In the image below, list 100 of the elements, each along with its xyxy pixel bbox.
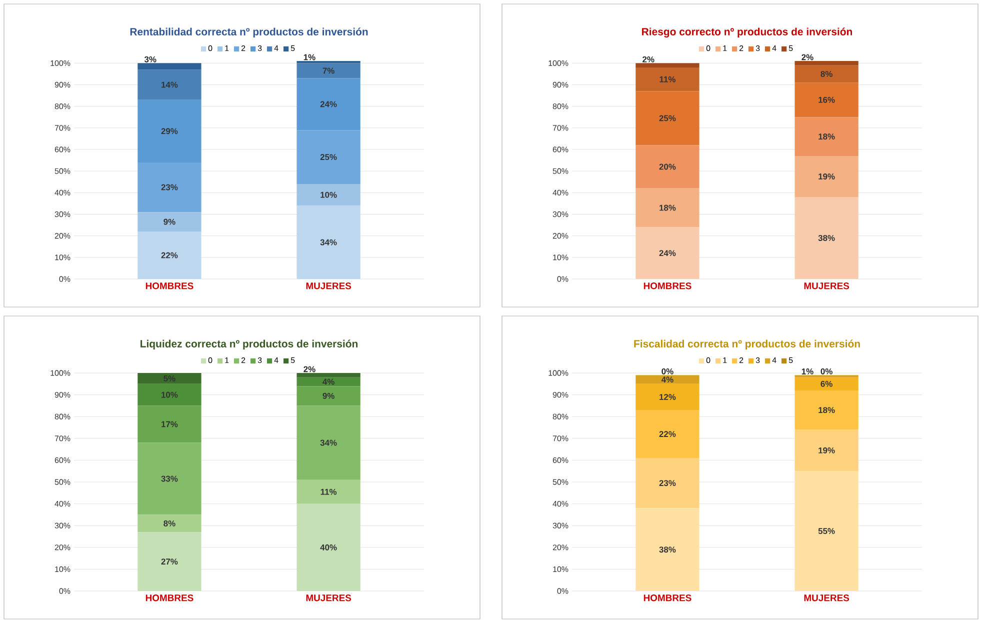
bar <box>636 188 700 228</box>
chart-title: Riesgo correcto nº productos de inversión <box>642 28 852 38</box>
data-label: 6% <box>820 380 832 387</box>
data-label: 24% <box>659 250 676 256</box>
x-tick-label: HOMBRES <box>146 594 194 602</box>
data-label: 8% <box>164 520 176 526</box>
x-tick-label: HOMBRES <box>644 282 692 290</box>
bar <box>138 532 202 591</box>
bar <box>296 206 360 279</box>
bar <box>296 377 360 386</box>
data-label: 4% <box>322 378 334 385</box>
data-label: 9% <box>322 392 334 399</box>
bar <box>138 384 202 406</box>
x-tick-label: MUJERES <box>804 594 850 602</box>
bar <box>636 410 700 458</box>
data-label: 25% <box>320 154 337 160</box>
data-label: 19% <box>818 173 835 180</box>
bar <box>636 458 700 508</box>
bar <box>636 145 700 188</box>
bar <box>138 442 202 515</box>
data-label: 14% <box>162 82 178 88</box>
bar <box>138 514 202 532</box>
bar <box>636 375 700 384</box>
x-tick-label: HOMBRES <box>146 282 194 290</box>
bar <box>636 508 700 591</box>
data-label: 0% <box>820 368 832 374</box>
data-label: 4% <box>661 376 674 383</box>
data-label: 38% <box>659 546 676 553</box>
x-tick-label: MUJERES <box>306 282 352 290</box>
data-label: 34% <box>320 239 337 246</box>
data-label: 11% <box>660 76 676 82</box>
data-label: 23% <box>659 480 676 486</box>
bar <box>138 100 202 162</box>
data-label: 10% <box>162 392 178 398</box>
data-label: 23% <box>161 184 178 190</box>
data-label: 3% <box>144 56 156 62</box>
x-tick-label: MUJERES <box>804 282 850 290</box>
data-label: 20% <box>659 164 676 170</box>
bar <box>296 480 360 504</box>
bar <box>794 390 858 430</box>
data-label: 17% <box>162 421 178 428</box>
data-label: 18% <box>818 134 835 140</box>
bar <box>794 430 858 472</box>
bar <box>138 63 202 70</box>
data-label: 18% <box>818 407 835 414</box>
bar <box>636 91 700 146</box>
bar <box>794 471 858 591</box>
bar <box>138 162 202 212</box>
data-label: 8% <box>820 70 832 77</box>
data-label: 1% <box>802 368 814 374</box>
bar <box>138 70 202 100</box>
bar <box>794 117 858 156</box>
bar <box>794 60 858 66</box>
data-label: 29% <box>161 128 178 134</box>
bar <box>296 386 360 406</box>
data-label: 10% <box>320 192 337 198</box>
bar <box>794 65 858 83</box>
data-label: 34% <box>320 440 337 446</box>
data-label: 24% <box>320 101 337 108</box>
data-label: 16% <box>818 96 835 103</box>
data-label: 2% <box>642 56 654 62</box>
data-label: 5% <box>164 375 176 382</box>
data-label: 22% <box>161 252 178 258</box>
chart-title: Rentabilidad correcta nº productos de inversión <box>130 28 368 38</box>
bar <box>296 406 360 480</box>
bar <box>794 377 858 390</box>
data-label: 19% <box>818 447 835 454</box>
bar <box>794 156 858 197</box>
data-label: 2% <box>304 366 316 372</box>
data-label: 9% <box>164 218 176 225</box>
data-label: 7% <box>322 68 334 74</box>
data-label: 18% <box>660 204 676 211</box>
chart-title: Fiscalidad correcta nº productos de inversión <box>634 340 860 350</box>
bar <box>296 372 360 378</box>
data-label: 40% <box>320 544 337 550</box>
bar <box>138 406 202 443</box>
data-label: 25% <box>659 115 676 122</box>
data-label: 22% <box>659 431 676 438</box>
bar <box>636 67 700 92</box>
data-label: 55% <box>818 528 835 534</box>
bar <box>296 130 360 184</box>
data-label: 33% <box>161 476 178 482</box>
bar <box>636 384 700 410</box>
bar <box>296 78 360 130</box>
bar <box>296 60 360 64</box>
bar <box>794 196 858 279</box>
bar <box>296 63 360 78</box>
bar <box>138 212 202 232</box>
chart-title: Liquidez correcta nº productos de inversión <box>140 340 358 350</box>
data-label: 1% <box>304 54 316 60</box>
bar <box>794 82 858 118</box>
x-tick-label: HOMBRES <box>644 594 692 602</box>
bar <box>636 63 700 68</box>
bar <box>636 227 700 279</box>
data-label: 38% <box>818 234 835 241</box>
data-label: 27% <box>161 558 178 565</box>
data-label: 12% <box>660 394 676 400</box>
bar <box>296 504 360 591</box>
x-tick-label: MUJERES <box>306 594 352 602</box>
bar <box>296 184 360 206</box>
